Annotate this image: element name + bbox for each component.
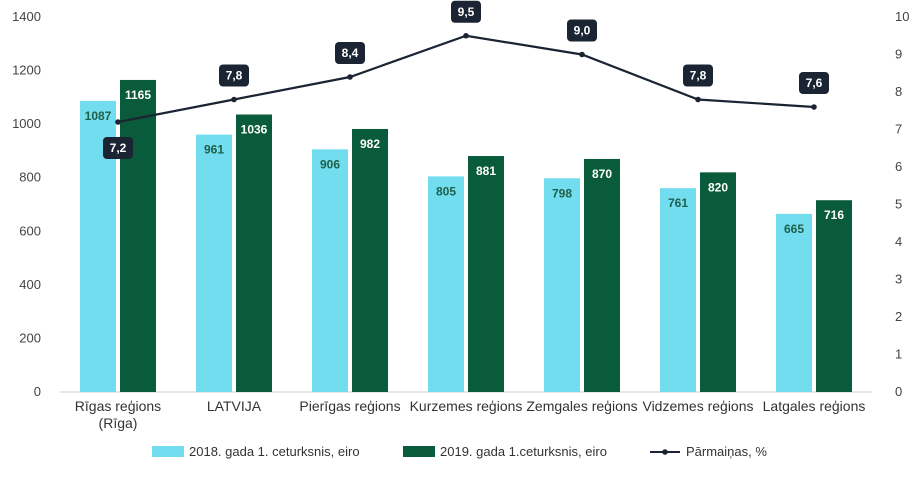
x-tick-label: Pierīgas reģions: [299, 398, 400, 414]
y-right-tick-label: 6: [895, 159, 902, 174]
bar-2018: [196, 134, 232, 392]
percent-value-label: 8,4: [342, 46, 359, 60]
bar-2019: [816, 200, 852, 392]
bar-value-label: 982: [360, 137, 380, 151]
y-left-tick-label: 800: [19, 170, 41, 185]
y-right-tick-label: 0: [895, 384, 902, 399]
y-left-tick-label: 1400: [12, 9, 41, 24]
percent-value-label: 9,5: [458, 5, 475, 19]
percent-value-label: 9,0: [574, 24, 591, 38]
y-right-tick-label: 9: [895, 47, 902, 62]
y-right-tick-label: 8: [895, 84, 902, 99]
y-right-tick-label: 5: [895, 197, 902, 212]
percent-value-label: 7,6: [806, 76, 823, 90]
x-tick-label-line: Pierīgas reģions: [299, 398, 400, 414]
y-right-tick-label: 1: [895, 347, 902, 362]
bar-value-label: 1165: [125, 88, 151, 102]
percent-line-marker: [115, 119, 121, 125]
y-right-tick-label: 10: [895, 9, 909, 24]
percent-label-box: [683, 64, 713, 87]
bar-value-label: 870: [592, 167, 612, 181]
x-tick-label: Rīgas reģions (Rīga): [75, 398, 161, 431]
bar-2019: [468, 156, 504, 392]
x-tick-label-line: Zemgales reģions: [526, 398, 637, 414]
x-tick-label-line: Vidzemes reģions: [642, 398, 753, 414]
axes: 0 200 400 600 800 1000 1200 1400 0 1 2 3 4 5 6 7 8 9 10 Rīg…: [12, 9, 909, 431]
x-tick-label: LATVIJA: [207, 398, 262, 414]
x-tick-label-line: (Rīga): [99, 415, 138, 431]
x-tick-label-line: Kurzemes reģions: [410, 398, 523, 414]
bar-value-label: 961: [204, 143, 224, 157]
bar-value-label: 798: [552, 186, 572, 200]
percent-label-box: [799, 72, 829, 94]
percent-value-label: 7,8: [226, 69, 243, 83]
bar-2019: [584, 158, 620, 392]
bar-value-label: 1036: [241, 123, 268, 137]
legend-label-2019: 2019. gada 1.ceturksnis, eiro: [440, 444, 607, 459]
x-tick-label-line: LATVIJA: [207, 398, 262, 414]
percent-line-marker: [231, 96, 237, 103]
percent-label-box: [219, 64, 249, 87]
bar-2018: [660, 188, 696, 392]
percent-label-box: [451, 0, 481, 23]
y-left-tick-label: 1000: [12, 116, 41, 131]
bar-value-label: 716: [824, 208, 844, 222]
x-tick-label: Zemgales reģions: [526, 398, 637, 414]
legend-label-2018: 2018. gada 1. ceturksnis, eiro: [189, 444, 360, 459]
y-right-tick-label: 3: [895, 272, 902, 287]
y-left-tick-label: 400: [19, 277, 41, 292]
bar-2018: [544, 178, 580, 392]
percent-label-box: [335, 42, 365, 64]
percent-value-label: 7,8: [690, 69, 707, 83]
data-labels: 1087 961 906 805 798 761 665 1165 1036 982 881 870 8…: [85, 0, 844, 236]
y-left-tick-label: 200: [19, 330, 41, 345]
legend-swatch-2019: [403, 446, 435, 457]
percent-line-marker: [347, 74, 353, 80]
bar-2018: [428, 176, 464, 392]
bars: [80, 79, 852, 393]
bar-value-label: 805: [436, 184, 456, 198]
bar-2019: [700, 172, 736, 392]
legend-label-percent: Pārmaiņas, %: [686, 444, 767, 459]
bar-2019: [352, 128, 388, 392]
percent-line: [115, 32, 817, 125]
percent-label-box: [567, 19, 597, 42]
legend: 2018. gada 1. ceturksnis, eiro 2019. gada…: [152, 444, 767, 459]
bar-2019: [120, 79, 156, 393]
x-tick-label: Vidzemes reģions: [642, 398, 753, 414]
y-right-tick-label: 7: [895, 122, 902, 137]
bar-value-label: 665: [784, 222, 804, 236]
x-tick-label: Latgales reģions: [763, 398, 866, 414]
percent-line-marker: [463, 32, 469, 39]
percent-line-marker: [811, 104, 817, 110]
percent-line-marker: [579, 51, 585, 58]
bar-value-label: 820: [708, 180, 728, 194]
percent-label-box: [103, 137, 133, 159]
y-right-tick-label: 2: [895, 309, 902, 324]
y-left-tick-label: 600: [19, 223, 41, 238]
y-left-tick-label: 0: [34, 384, 41, 399]
x-tick-label: Kurzemes reģions: [410, 398, 523, 414]
y-right-tick-label: 4: [895, 234, 902, 249]
bar-value-label: 906: [320, 157, 340, 171]
bar-value-label: 761: [668, 196, 688, 210]
bar-value-label: 1087: [85, 109, 112, 123]
percent-line-marker: [695, 96, 701, 103]
y-left-tick-label: 1200: [12, 63, 41, 78]
legend-marker-percent: [662, 449, 668, 455]
bar-2018: [312, 149, 348, 392]
x-tick-label-line: Latgales reģions: [763, 398, 866, 414]
bar-2018: [776, 213, 812, 392]
bar-value-label: 881: [476, 164, 496, 178]
x-tick-label-line: Rīgas reģions: [75, 398, 161, 414]
percent-value-label: 7,2: [110, 141, 127, 155]
bar-2019: [236, 114, 272, 392]
legend-swatch-2018: [152, 446, 184, 457]
